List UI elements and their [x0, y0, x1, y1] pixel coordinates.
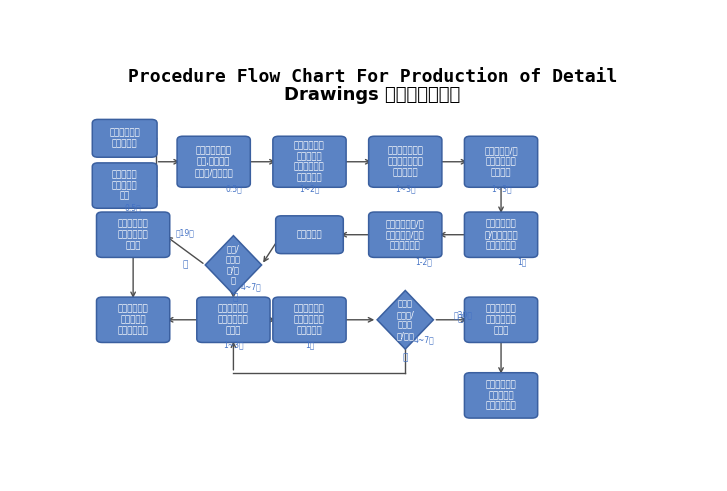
- Text: 是: 是: [457, 314, 462, 323]
- Text: 根据系统图及原
设计平面图进行
大样图布置: 根据系统图及原 设计平面图进行 大样图布置: [387, 146, 423, 177]
- Text: 设计/
图问审
批/批
准: 设计/ 图问审 批/批 准: [226, 245, 241, 286]
- Text: 绘制剪面图/立
面图和详图并
打印蓝图: 绘制剪面图/立 面图和详图并 打印蓝图: [484, 146, 518, 177]
- Text: 再次送
审设计/
图问审
批/批准: 再次送 审设计/ 图问审 批/批准: [396, 299, 414, 340]
- Text: 4~7天: 4~7天: [241, 282, 262, 291]
- Text: 1~3天: 1~3天: [223, 340, 244, 349]
- Text: 共19天: 共19天: [176, 228, 195, 237]
- Text: 绘制设备及相
应配件图和
现場测绘建筑
及结构标高: 绘制设备及相 应配件图和 现場测绘建筑 及结构标高: [294, 141, 325, 182]
- Text: 召开相关设计协
调会,明确方案
及业主/图问要求: 召开相关设计协 调会,明确方案 及业主/图问要求: [194, 146, 233, 177]
- Text: 局部修改图纸/整
理图纸格式/打印
图纸准备签审: 局部修改图纸/整 理图纸格式/打印 图纸准备签审: [386, 219, 425, 250]
- FancyBboxPatch shape: [273, 136, 346, 187]
- Polygon shape: [377, 291, 433, 349]
- Text: 给制设备基础
及基础大样图
并送审: 给制设备基础 及基础大样图 并送审: [486, 304, 516, 335]
- Text: 否: 否: [403, 353, 408, 362]
- Text: 否: 否: [233, 293, 238, 302]
- Text: 1~3天: 1~3天: [491, 185, 511, 193]
- Text: 绘制设备基础
及基础大样图
并送审: 绘制设备基础 及基础大样图 并送审: [118, 219, 148, 250]
- Text: 1~3天: 1~3天: [395, 185, 416, 193]
- Text: 0.5天: 0.5天: [225, 185, 242, 193]
- FancyBboxPatch shape: [465, 297, 538, 343]
- FancyBboxPatch shape: [97, 297, 170, 343]
- Text: 检查图问审批
意见并进行图
纸修改: 检查图问审批 意见并进行图 纸修改: [218, 304, 249, 335]
- Text: 收集审通过
之系统图和
化图: 收集审通过 之系统图和 化图: [112, 170, 137, 201]
- FancyBboxPatch shape: [465, 136, 538, 187]
- FancyBboxPatch shape: [177, 136, 250, 187]
- Text: 第一次送审: 第一次送审: [297, 230, 322, 239]
- FancyBboxPatch shape: [276, 216, 343, 254]
- Text: Procedure Flow Chart For Production of Detail: Procedure Flow Chart For Production of D…: [128, 68, 617, 86]
- FancyBboxPatch shape: [369, 212, 442, 257]
- Polygon shape: [205, 236, 262, 294]
- Text: 1天: 1天: [305, 340, 314, 349]
- FancyBboxPatch shape: [369, 136, 442, 187]
- FancyBboxPatch shape: [92, 119, 157, 157]
- Text: 1天: 1天: [517, 258, 526, 267]
- FancyBboxPatch shape: [97, 212, 170, 257]
- Text: 成成蓝图存档
并分发各单
位作施工之用: 成成蓝图存档 并分发各单 位作施工之用: [486, 380, 516, 410]
- FancyBboxPatch shape: [197, 297, 270, 343]
- Text: 收集材料与设
备报审资料: 收集材料与设 备报审资料: [109, 129, 140, 148]
- Text: 成成蓝图存档
并分发各单
位作施工之用: 成成蓝图存档 并分发各单 位作施工之用: [118, 304, 148, 335]
- Text: 组织现场工程
师/技术工程师
进行图纸检查: 组织现场工程 师/技术工程师 进行图纸检查: [484, 219, 518, 250]
- Text: 是: 是: [183, 260, 188, 270]
- FancyBboxPatch shape: [273, 297, 346, 343]
- FancyBboxPatch shape: [465, 212, 538, 257]
- Text: 整理成稿打印
图纸并签字准
备再次送审: 整理成稿打印 图纸并签字准 备再次送审: [294, 304, 325, 335]
- Text: 0.5天: 0.5天: [125, 203, 142, 212]
- Text: 4~7天: 4~7天: [414, 336, 435, 345]
- Text: 1~2天: 1~2天: [300, 185, 320, 193]
- Text: 共30天: 共30天: [453, 311, 473, 320]
- Text: Drawings 大样图制作流程: Drawings 大样图制作流程: [284, 86, 461, 104]
- FancyBboxPatch shape: [465, 373, 538, 418]
- FancyBboxPatch shape: [92, 163, 157, 208]
- Text: 1-2天: 1-2天: [415, 258, 432, 267]
